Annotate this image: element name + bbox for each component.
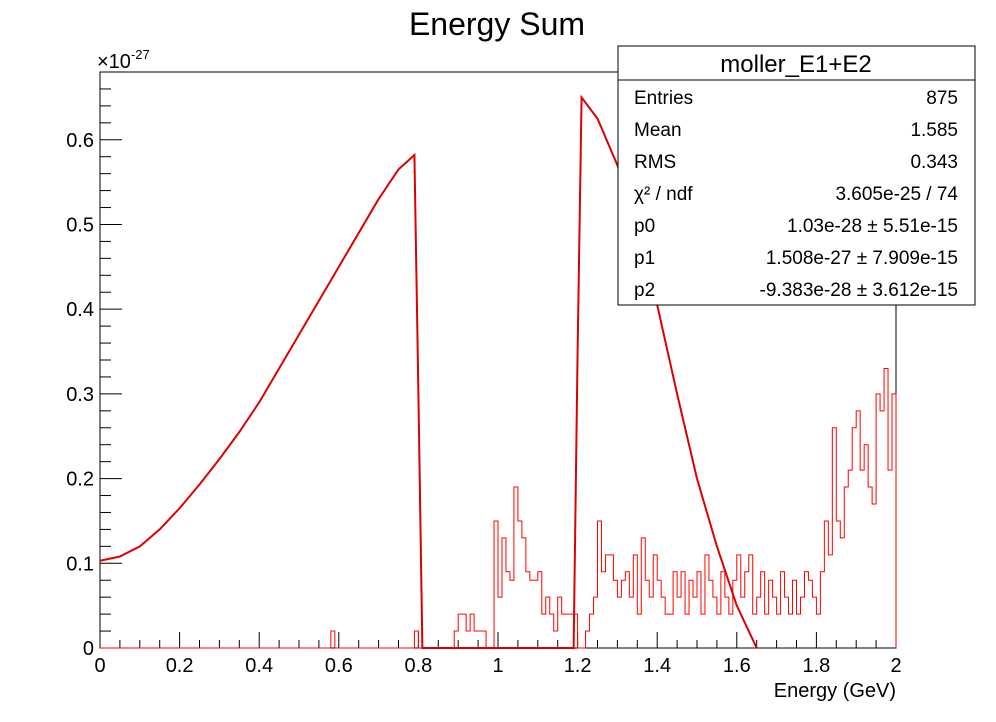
x-tick-label: 0.4: [245, 655, 273, 677]
x-tick-label: 1.2: [564, 655, 592, 677]
stats-row-value: -9.383e-28 ± 3.612e-15: [760, 280, 958, 301]
y-tick-label: 0.4: [66, 299, 94, 321]
stats-row-label: p0: [634, 216, 655, 237]
stats-row-label: RMS: [634, 152, 676, 173]
x-axis: 0 0.2 0.4 0.6 0.8 1 1.2 1.4 1.6 1.8 2: [94, 632, 902, 677]
stats-row-value: 1.585: [910, 120, 958, 141]
stats-row-value: 875: [926, 88, 958, 109]
stats-row-label: Entries: [634, 88, 693, 109]
y-tick-label: 0.5: [66, 214, 94, 236]
stats-row-value: 3.605e-25 / 74: [835, 184, 958, 205]
stats-box-title: moller_E1+E2: [720, 51, 871, 78]
stats-row-value: 0.343: [910, 152, 958, 173]
y-tick-label: 0.1: [66, 553, 94, 575]
stats-row-label: χ² / ndf: [634, 184, 693, 205]
stats-row-label: Mean: [634, 120, 682, 141]
x-tick-label: 1.8: [802, 655, 830, 677]
x-tick-label: 0.8: [404, 655, 432, 677]
x-tick-label: 0: [94, 655, 105, 677]
x-tick-label: 0.2: [166, 655, 194, 677]
stats-box: moller_E1+E2 Entries 875 Mean 1.585 RMS 0.343…: [617, 45, 976, 306]
y-axis: 0 0.1 0.2 0.3 0.4 0.5 0.6: [66, 71, 122, 660]
stats-row-label: p1: [634, 248, 655, 269]
stats-row-value: 1.508e-27 ± 7.909e-15: [766, 248, 958, 269]
x-tick-label: 2: [890, 655, 901, 677]
x-tick-label: 1: [492, 655, 503, 677]
y-multiplier-base: ×10: [97, 51, 131, 73]
y-tick-label: 0.6: [66, 130, 94, 152]
y-tick-label: 0.2: [66, 469, 94, 491]
stats-box-frame: [617, 45, 976, 306]
y-multiplier-exponent: -27: [131, 47, 150, 62]
x-tick-label: 1.6: [723, 655, 751, 677]
stats-box-rows: Entries 875 Mean 1.585 RMS 0.343 χ² / ndf 3.605…: [634, 88, 958, 301]
x-tick-label: 1.4: [643, 655, 671, 677]
histogram-series: [100, 367, 897, 649]
x-tick-label: 0.6: [325, 655, 353, 677]
x-axis-title: Energy (GeV): [774, 680, 896, 702]
y-axis-multiplier: ×10-27: [97, 47, 150, 73]
stats-row-label: p2: [634, 280, 655, 301]
chart-title: Energy Sum: [409, 6, 585, 42]
y-tick-label: 0: [83, 638, 94, 660]
stats-row-value: 1.03e-28 ± 5.51e-15: [787, 216, 958, 237]
y-tick-label: 0.3: [66, 384, 94, 406]
